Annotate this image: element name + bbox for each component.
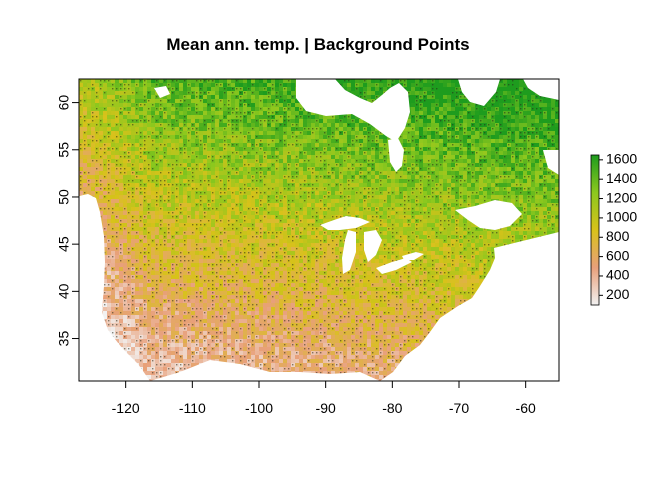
legend-tick-label: 600 — [606, 247, 630, 263]
lake-superior — [320, 216, 370, 230]
baffin-strait — [523, 79, 559, 100]
newfoundland-sea — [543, 150, 559, 175]
lake-huron — [364, 230, 382, 262]
legend-tick-label: 1600 — [606, 151, 637, 167]
atlantic-east — [380, 232, 559, 381]
map-frame — [78, 78, 560, 382]
lake-erie — [376, 258, 412, 274]
x-tick-label: -120 — [112, 400, 140, 416]
hudson-bay — [296, 79, 410, 142]
lake-michigan — [342, 230, 356, 274]
water-bodies — [79, 79, 559, 381]
legend-colorbar — [590, 154, 600, 306]
x-axis: -120 -110 -100 -90 -80 -70 -60 — [112, 381, 536, 416]
x-tick-label: -80 — [382, 400, 402, 416]
x-tick-label: -90 — [316, 400, 336, 416]
legend-tick-label: 800 — [606, 228, 630, 244]
gulf-st-lawrence — [455, 200, 522, 230]
legend-tick-label: 1000 — [606, 209, 637, 225]
color-legend: 200 400 600 800 1000 1200 1400 1600 — [590, 151, 637, 306]
lake-ontario — [402, 252, 424, 260]
y-axis: 35 40 45 50 55 60 — [56, 95, 79, 347]
x-tick-label: -100 — [245, 400, 273, 416]
x-tick-label: -60 — [516, 400, 536, 416]
legend-tick-label: 200 — [606, 286, 630, 302]
map-panel — [78, 78, 560, 382]
x-tick-label: -110 — [179, 400, 206, 416]
legend-tick-label: 1400 — [606, 170, 637, 186]
x-tick-label: -70 — [449, 400, 469, 416]
y-tick-label: 45 — [56, 236, 72, 252]
y-tick-label: 40 — [56, 283, 72, 299]
y-tick-label: 35 — [56, 331, 72, 347]
legend-tick-label: 1200 — [606, 189, 637, 205]
y-tick-label: 60 — [56, 95, 72, 111]
small-lake-nw — [154, 86, 170, 98]
pacific-west — [79, 194, 150, 381]
gulf-of-mexico — [150, 360, 380, 381]
map-title: Mean ann. temp. | Background Points — [166, 35, 469, 54]
legend-tick-label: 400 — [606, 267, 630, 283]
y-tick-label: 55 — [56, 142, 72, 158]
arctic-inlet — [458, 79, 500, 106]
james-bay — [388, 138, 404, 172]
legend-ticks: 200 400 600 800 1000 1200 1400 1600 — [599, 151, 637, 302]
y-tick-label: 50 — [56, 189, 72, 205]
